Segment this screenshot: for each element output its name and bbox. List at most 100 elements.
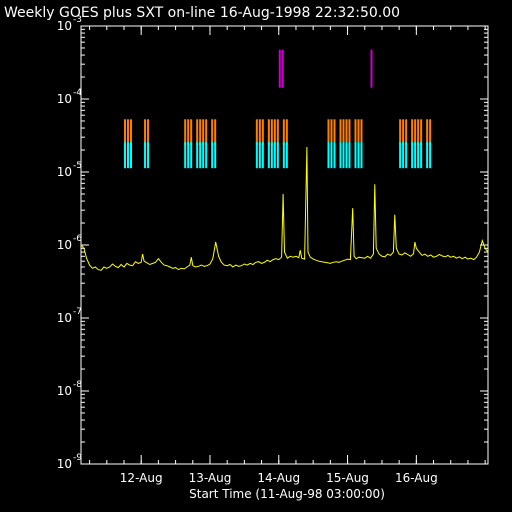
observation-bar xyxy=(202,142,205,169)
observation-bar xyxy=(255,142,258,169)
observation-bar xyxy=(360,119,363,146)
observation-bar xyxy=(205,119,208,146)
observation-bar xyxy=(202,119,205,146)
flux-series-line xyxy=(80,146,489,271)
observation-bar xyxy=(339,142,342,169)
observation-bar xyxy=(267,119,270,146)
observation-bar xyxy=(147,119,150,146)
observation-bar xyxy=(330,119,333,146)
observation-bar xyxy=(270,119,273,146)
y-tick-label: 10 xyxy=(57,457,72,471)
observation-bar xyxy=(144,142,147,169)
observation-bar xyxy=(327,142,330,169)
y-tick-label: 10 xyxy=(57,19,72,33)
observation-bar xyxy=(426,119,429,146)
observation-bar xyxy=(258,119,261,146)
observation-bar xyxy=(184,119,187,146)
x-tick-label: 15-Aug xyxy=(326,471,369,485)
observation-bar xyxy=(345,142,348,169)
y-tick-label: 10 xyxy=(57,165,72,179)
y-tick-label: 10 xyxy=(57,92,72,106)
observation-bar xyxy=(420,119,423,146)
observation-bar xyxy=(370,49,373,88)
observation-bar xyxy=(199,142,202,169)
observation-bar xyxy=(199,119,202,146)
observation-bar xyxy=(414,119,417,146)
observation-bar xyxy=(129,142,132,169)
observation-bar xyxy=(258,142,261,169)
observation-bar xyxy=(190,119,193,146)
observation-bar xyxy=(282,119,285,146)
y-tick-exponent: -7 xyxy=(73,307,82,317)
observation-bar xyxy=(270,142,273,169)
x-tick-label: 16-Aug xyxy=(395,471,438,485)
observation-bar xyxy=(405,142,408,169)
observation-bar xyxy=(126,142,129,169)
observation-bar xyxy=(123,119,126,146)
observation-bar xyxy=(205,142,208,169)
observation-bar xyxy=(276,119,279,146)
observation-bar xyxy=(123,142,126,169)
observation-bar xyxy=(429,119,432,146)
observation-bar xyxy=(261,142,264,169)
observation-bar xyxy=(348,119,351,146)
observation-bar xyxy=(273,142,276,169)
observation-bar xyxy=(327,119,330,146)
y-tick-exponent: -5 xyxy=(73,161,82,171)
observation-bar xyxy=(354,142,357,169)
observation-bar xyxy=(339,119,342,146)
observation-bar xyxy=(354,119,357,146)
observation-bar xyxy=(330,142,333,169)
chart-title: Weekly GOES plus SXT on-line 16-Aug-1998… xyxy=(4,5,400,21)
observation-bar xyxy=(333,142,336,169)
observation-bar xyxy=(285,142,288,169)
x-tick-label: 14-Aug xyxy=(257,471,300,485)
observation-bar xyxy=(211,119,214,146)
y-tick-exponent: -6 xyxy=(73,234,82,244)
observation-bar xyxy=(267,142,270,169)
observation-bar xyxy=(126,119,129,146)
observation-bar xyxy=(187,142,190,169)
y-tick-exponent: -9 xyxy=(73,453,82,463)
observation-bar xyxy=(261,119,264,146)
observation-bar xyxy=(196,119,199,146)
observation-bar xyxy=(144,119,147,146)
observation-bar xyxy=(282,142,285,169)
observation-bar xyxy=(276,142,279,169)
observation-bar xyxy=(357,119,360,146)
observation-bar xyxy=(402,142,405,169)
observation-bar xyxy=(405,119,408,146)
y-tick-label: 10 xyxy=(57,384,72,398)
observation-bar xyxy=(184,142,187,169)
x-tick-label: 13-Aug xyxy=(189,471,232,485)
observation-bar xyxy=(411,142,414,169)
observation-bar xyxy=(399,142,402,169)
x-tick-label: 12-Aug xyxy=(120,471,163,485)
observation-bar xyxy=(214,142,217,169)
observation-bar xyxy=(414,142,417,169)
observation-bar xyxy=(357,142,360,169)
observation-bar xyxy=(129,119,132,146)
observation-bar xyxy=(360,142,363,169)
observation-bar xyxy=(417,142,420,169)
y-tick-label: 10 xyxy=(57,238,72,252)
observation-bar xyxy=(187,119,190,146)
observation-bar xyxy=(417,119,420,146)
observation-bar xyxy=(345,119,348,146)
x-axis-label: Start Time (11-Aug-98 03:00:00) xyxy=(189,487,385,501)
plot-area: 10-910-810-710-610-510-410 -312-Aug 13-Aug… xyxy=(57,15,489,485)
y-tick-exponent: -8 xyxy=(73,380,82,390)
observation-bar xyxy=(429,142,432,169)
y-tick-exponent: -4 xyxy=(73,88,82,98)
observation-bar xyxy=(255,119,258,146)
observation-bar xyxy=(273,119,276,146)
observation-bar xyxy=(402,119,405,146)
observation-bar xyxy=(285,119,288,146)
observation-bar xyxy=(348,142,351,169)
observation-bar xyxy=(342,142,345,169)
observation-bar xyxy=(333,119,336,146)
observation-bar xyxy=(278,49,281,88)
observation-bar xyxy=(214,119,217,146)
